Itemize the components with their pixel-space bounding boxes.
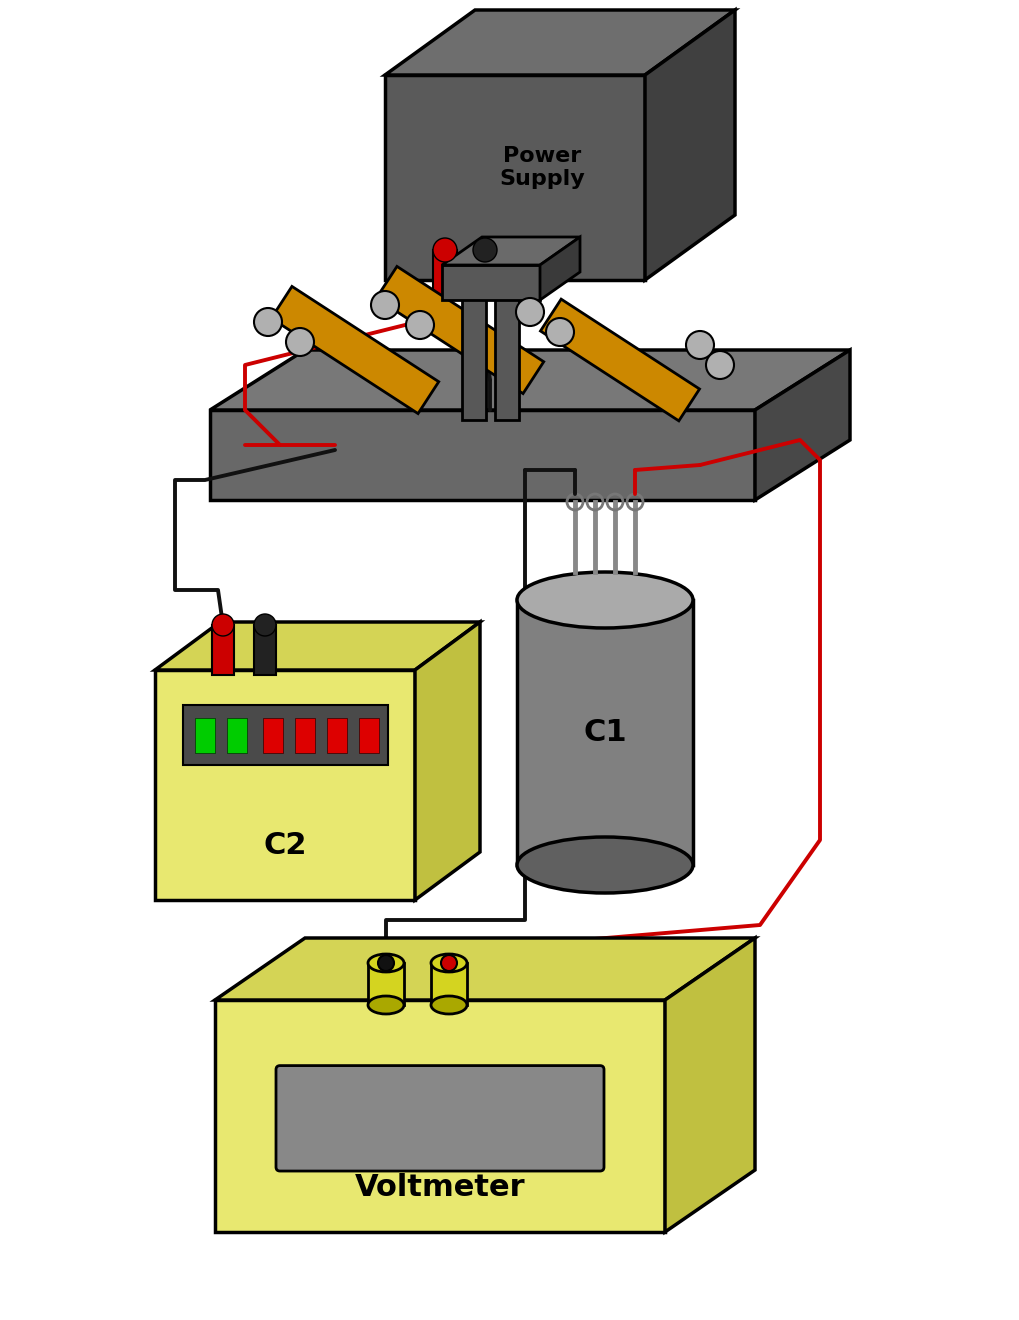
Circle shape [686, 331, 713, 359]
Text: Power
Supply: Power Supply [498, 145, 584, 189]
Circle shape [433, 238, 457, 261]
Circle shape [516, 298, 543, 326]
Polygon shape [215, 939, 754, 1001]
Circle shape [440, 954, 457, 972]
Text: C1: C1 [583, 718, 627, 747]
Polygon shape [644, 11, 735, 280]
Text: Voltmeter: Voltmeter [355, 1172, 525, 1201]
Circle shape [473, 238, 496, 261]
Polygon shape [376, 267, 543, 393]
Polygon shape [539, 238, 580, 300]
Circle shape [212, 614, 233, 636]
Bar [517, 601, 692, 865]
Polygon shape [664, 939, 754, 1232]
Polygon shape [271, 286, 438, 413]
Bar [263, 718, 282, 752]
Ellipse shape [431, 997, 467, 1014]
Bar [494, 265, 519, 420]
Ellipse shape [431, 954, 467, 972]
Polygon shape [441, 238, 580, 265]
Circle shape [406, 312, 433, 339]
Ellipse shape [517, 572, 692, 628]
Polygon shape [210, 350, 849, 411]
Circle shape [254, 614, 276, 636]
Ellipse shape [368, 997, 404, 1014]
Polygon shape [210, 411, 754, 500]
Polygon shape [473, 249, 496, 298]
Bar [327, 718, 346, 752]
Bar [212, 624, 233, 675]
Bar [368, 964, 404, 1005]
Polygon shape [155, 622, 480, 671]
Bar [195, 718, 215, 752]
Polygon shape [155, 671, 415, 900]
Polygon shape [215, 1001, 664, 1232]
Ellipse shape [368, 954, 404, 972]
Text: C2: C2 [263, 830, 307, 859]
Bar [227, 718, 247, 752]
Bar [359, 718, 379, 752]
Circle shape [378, 954, 393, 972]
Polygon shape [384, 75, 644, 280]
Polygon shape [415, 622, 480, 900]
Polygon shape [754, 350, 849, 500]
Circle shape [545, 318, 574, 346]
Bar [462, 265, 485, 420]
Bar [441, 265, 539, 300]
Polygon shape [540, 300, 699, 421]
Polygon shape [433, 249, 457, 298]
Circle shape [371, 290, 398, 319]
Circle shape [254, 308, 281, 337]
Bar [294, 718, 315, 752]
Circle shape [705, 351, 734, 379]
Bar [182, 705, 387, 766]
Polygon shape [384, 11, 735, 75]
Bar [254, 624, 276, 675]
Ellipse shape [517, 837, 692, 894]
FancyBboxPatch shape [276, 1065, 603, 1171]
Circle shape [285, 327, 314, 356]
Bar [431, 964, 467, 1005]
